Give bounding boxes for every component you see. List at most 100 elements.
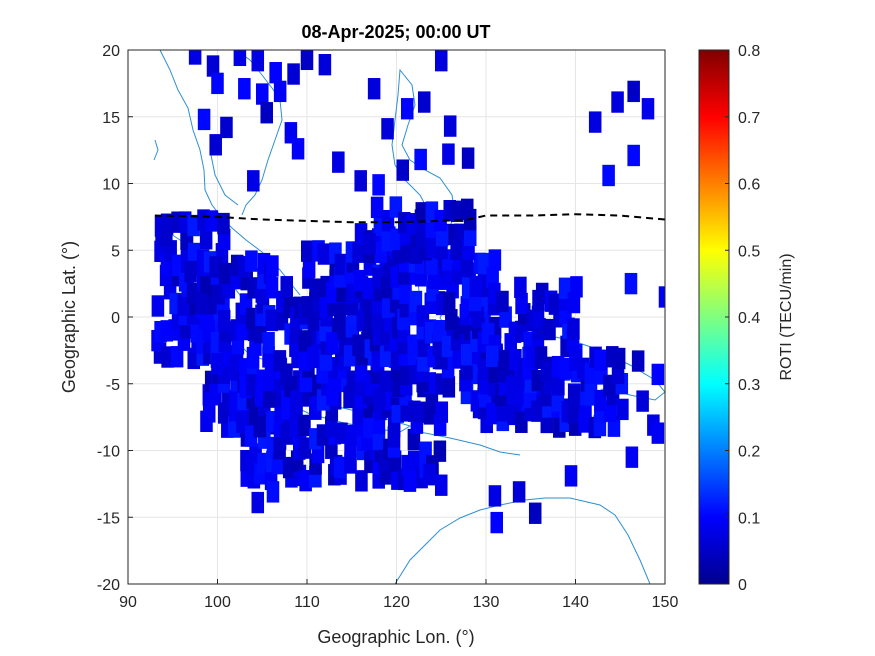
y-tick-label: 5 [111, 243, 120, 260]
y-axis-label: Geographic Lat. (°) [59, 241, 79, 393]
colorbar-tick-label: 0.2 [738, 444, 760, 461]
roti-cell [434, 50, 448, 72]
roti-cell [233, 50, 247, 67]
roti-cell [631, 350, 645, 372]
roti-cell [161, 346, 174, 368]
colorbar-tick-label: 0.3 [738, 377, 760, 394]
dashed-magnetic-equator-line [154, 213, 665, 224]
roti-cell [262, 369, 276, 392]
colorbar-tick-label: 0 [738, 577, 747, 594]
roti-cell [302, 256, 316, 278]
roti-cell [488, 249, 502, 271]
roti-cell [310, 278, 324, 300]
roti-cell [266, 481, 280, 503]
roti-cell [205, 210, 219, 232]
roti-cell [612, 347, 626, 370]
roti-cell [423, 403, 437, 425]
roti-cell [407, 450, 421, 473]
roti-cell [396, 159, 410, 181]
roti-cell [399, 363, 413, 385]
colorbar-tick-label: 0.8 [738, 43, 760, 60]
coastline-hainan [153, 139, 159, 161]
coastline-lesser-sunda [419, 431, 521, 456]
roti-cell [627, 144, 640, 167]
roti-cell [187, 214, 200, 237]
roti-cell [540, 360, 554, 383]
roti-cell [265, 309, 279, 332]
roti-cell [247, 170, 260, 192]
roti-cell [200, 275, 213, 298]
roti-cell [235, 318, 249, 341]
roti-cell [415, 227, 429, 249]
roti-cell [435, 401, 449, 423]
x-tick-label: 100 [204, 594, 231, 611]
roti-cell [299, 469, 312, 492]
x-tick-label: 120 [383, 594, 410, 611]
roti-cell [287, 63, 300, 85]
roti-cell [151, 295, 165, 317]
x-tick-label: 130 [473, 594, 500, 611]
roti-cell [265, 277, 279, 299]
y-tick-label: 15 [102, 110, 120, 127]
roti-cell [372, 428, 386, 451]
roti-cell [443, 115, 457, 137]
roti-cell [307, 309, 321, 331]
roti-cell [280, 363, 293, 385]
roti-cell [352, 241, 365, 263]
coastline-philippines [391, 68, 456, 231]
roti-cell [352, 403, 365, 425]
roti-cell [486, 345, 499, 368]
roti-cell [442, 143, 455, 165]
roti-cells [151, 50, 665, 534]
roti-cell [433, 440, 447, 462]
roti-cell [333, 303, 347, 325]
roti-cell [325, 416, 338, 438]
x-tick-label: 150 [652, 594, 679, 611]
roti-cell [471, 306, 484, 329]
roti-cell [217, 309, 231, 332]
roti-cell [343, 386, 356, 409]
roti-cell [651, 363, 665, 386]
roti-cell [400, 98, 414, 120]
roti-cell [325, 332, 339, 354]
colorbar-tick-label: 0.5 [738, 243, 760, 260]
roti-cell [594, 349, 607, 371]
roti-cell [188, 50, 202, 65]
roti-cell [218, 262, 232, 285]
roti-cell [460, 198, 474, 221]
colorbar-label: ROTI (TECU/min) [778, 253, 795, 380]
roti-cell [160, 213, 174, 235]
roti-cell [488, 485, 502, 507]
roti-cell [567, 318, 580, 340]
roti-cell [625, 446, 639, 468]
roti-cell [407, 334, 420, 356]
coastline-gulf-thailand [209, 149, 239, 206]
roti-cell [317, 243, 331, 265]
roti-cell [372, 174, 385, 196]
roti-cell [407, 428, 421, 451]
roti-cell [251, 50, 265, 72]
roti-cell [461, 147, 475, 169]
colorbar-tick-label: 0.1 [738, 510, 760, 527]
roti-cell [415, 202, 429, 224]
roti-cell [220, 116, 233, 139]
y-tick-label: 10 [102, 177, 120, 194]
roti-cell [417, 91, 431, 113]
roti-cell [255, 83, 269, 105]
roti-cell [251, 491, 265, 514]
roti-cell [197, 108, 211, 131]
roti-cell [280, 276, 293, 298]
roti-cell [559, 357, 572, 380]
roti-cell [423, 463, 436, 486]
roti-cell [498, 349, 512, 372]
roti-cell [209, 134, 222, 156]
roti-cell [616, 398, 629, 421]
roti-cell [332, 151, 345, 173]
roti-cell [260, 102, 273, 124]
roti-cell [266, 255, 279, 277]
roti-cell [568, 384, 581, 407]
x-tick-label: 110 [294, 594, 320, 611]
roti-cell [363, 232, 376, 255]
roti-cell [298, 437, 312, 459]
